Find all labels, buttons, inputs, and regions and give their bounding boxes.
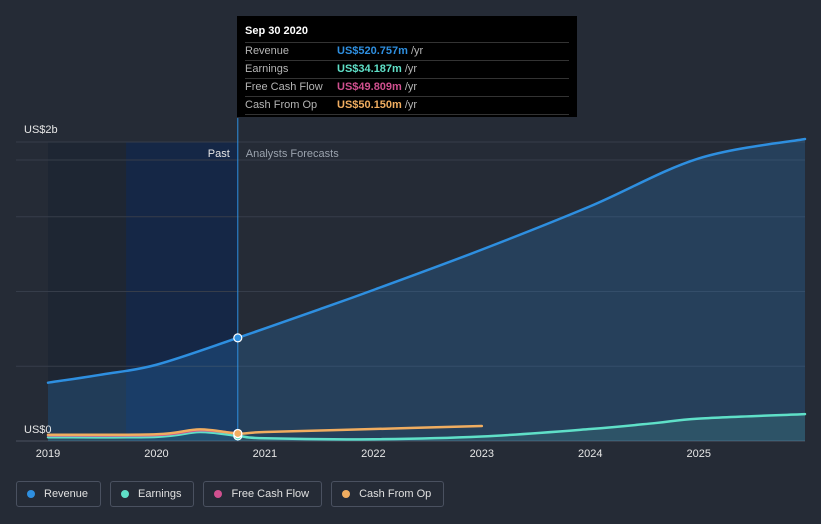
forecast-label: Analysts Forecasts — [246, 148, 339, 160]
legend-label: Revenue — [44, 488, 89, 500]
legend-item-earnings[interactable]: Earnings — [110, 481, 195, 507]
x-tick-label: 2020 — [144, 448, 168, 460]
tooltip-row-value: US$34.187m — [337, 63, 402, 75]
legend-dot-icon — [214, 490, 223, 498]
tooltip-row-value: US$520.757m — [337, 45, 408, 57]
x-tick-label: 2022 — [361, 448, 385, 460]
tooltip-row-value: US$49.809m — [337, 81, 402, 93]
x-tick-label: 2024 — [578, 448, 602, 460]
tooltip-row-name: Free Cash Flow — [245, 81, 323, 93]
tooltip-row-name: Cash From Op — [245, 99, 318, 111]
past-label: Past — [208, 148, 230, 160]
x-axis-ticks: 2019 2020 2021 2022 2023 2024 2025 — [36, 448, 711, 460]
earnings-line — [46, 412, 807, 441]
legend-item-cash-from-op[interactable]: Cash From Op — [331, 481, 445, 507]
tooltip-date: Sep 30 2020 — [245, 25, 308, 37]
highlight-markers[interactable] — [233, 333, 243, 441]
tooltip-row-name: Revenue — [245, 45, 290, 57]
legend-dot-icon — [121, 490, 130, 498]
legend-dot-icon — [27, 490, 35, 498]
x-tick-label: 2019 — [36, 448, 60, 460]
y-axis-bottom-label: US$0 — [24, 424, 52, 436]
tooltip-row-unit: /yr — [410, 45, 424, 57]
x-tick-label: 2021 — [253, 448, 277, 460]
legend: Revenue Earnings Free Cash Flow Cash From O… — [16, 481, 445, 507]
legend-item-free-cash-flow[interactable]: Free Cash Flow — [203, 481, 323, 507]
x-tick-label: 2023 — [470, 448, 494, 460]
legend-label: Free Cash Flow — [231, 488, 310, 500]
legend-dot-icon — [342, 490, 351, 498]
legend-item-revenue[interactable]: Revenue — [16, 481, 102, 507]
tooltip-row-name: Earnings — [245, 63, 289, 75]
revenue-line — [46, 137, 807, 384]
revenue-area — [48, 139, 805, 441]
x-tick-label: 2025 — [686, 448, 710, 460]
tooltip-row: Free Cash Flow US$49.809m/yr — [245, 78, 569, 96]
legend-label: Earnings — [138, 488, 182, 500]
cash-from-op-marker[interactable] — [233, 428, 243, 439]
tooltip-row-unit: /yr — [404, 99, 418, 111]
revenue-marker[interactable] — [233, 333, 243, 343]
y-axis-top-label: US$2b — [24, 124, 58, 136]
earnings-area — [48, 414, 805, 441]
tooltip-row-value: US$50.150m — [337, 99, 402, 111]
tooltip: Sep 30 2020 Revenue US$520.757m/yr Earning… — [237, 16, 577, 117]
tooltip-row-unit: /yr — [404, 81, 418, 93]
series-fills — [48, 139, 805, 441]
tooltip-row: Cash From Op US$50.150m/yr — [245, 96, 569, 115]
tooltip-row: Revenue US$520.757m/yr — [245, 42, 569, 60]
series-lines — [46, 137, 807, 441]
gridlines — [16, 141, 805, 442]
tooltip-row-unit: /yr — [404, 63, 418, 75]
legend-label: Cash From Op — [359, 488, 432, 500]
tooltip-row: Earnings US$34.187m/yr — [245, 60, 569, 78]
